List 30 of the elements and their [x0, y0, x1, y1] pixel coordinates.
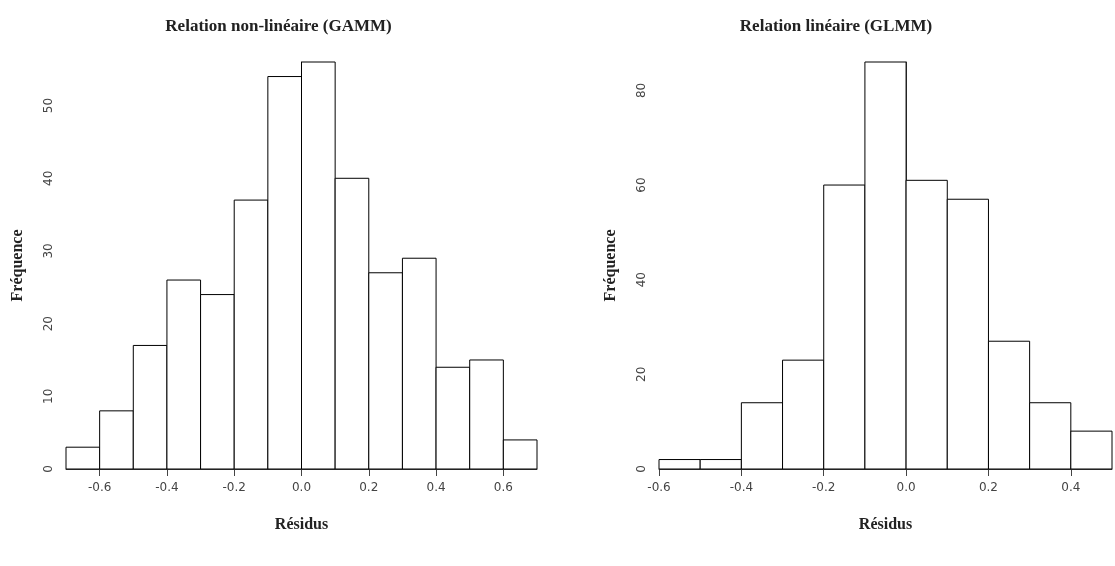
y-tick-label: 0 — [41, 465, 55, 473]
y-tick-label: 80 — [634, 82, 648, 99]
x-tick-label: -0.2 — [812, 480, 836, 494]
y-axis-title: Fréquence — [7, 229, 26, 302]
y-tick-label: 40 — [634, 272, 648, 288]
y-tick-label: 50 — [41, 97, 55, 114]
x-axis-title: Résidus — [274, 514, 329, 532]
y-tick-label: 60 — [634, 177, 648, 193]
y-tick-label: 30 — [41, 243, 55, 259]
x-tick-label: -0.6 — [647, 480, 671, 494]
chart-title: Relation non-linéaire (GAMM) — [165, 16, 392, 35]
x-tick-label: 0.0 — [896, 480, 916, 494]
x-tick-label: 0.6 — [493, 480, 513, 494]
x-tick-label: 0.0 — [291, 480, 312, 494]
y-tick-label: 20 — [41, 316, 55, 332]
x-axis-title: Résidus — [858, 514, 913, 532]
y-axis-title: Fréquence — [600, 229, 619, 302]
x-tick-label: -0.4 — [155, 480, 179, 494]
y-tick-label: 0 — [634, 465, 648, 473]
x-tick-label: -0.6 — [87, 480, 112, 494]
y-tick-label: 40 — [41, 170, 55, 186]
x-tick-label: -0.2 — [222, 480, 246, 494]
y-tick-label: 20 — [634, 366, 648, 382]
x-tick-label: 0.4 — [426, 480, 446, 494]
x-tick-label: 0.2 — [978, 480, 998, 494]
y-tick-label: 10 — [41, 388, 55, 404]
x-tick-label: -0.4 — [729, 480, 754, 494]
x-tick-label: 0.4 — [1061, 480, 1081, 494]
x-tick-label: 0.2 — [359, 480, 379, 494]
chart-title: Relation linéaire (GLMM) — [739, 16, 933, 35]
